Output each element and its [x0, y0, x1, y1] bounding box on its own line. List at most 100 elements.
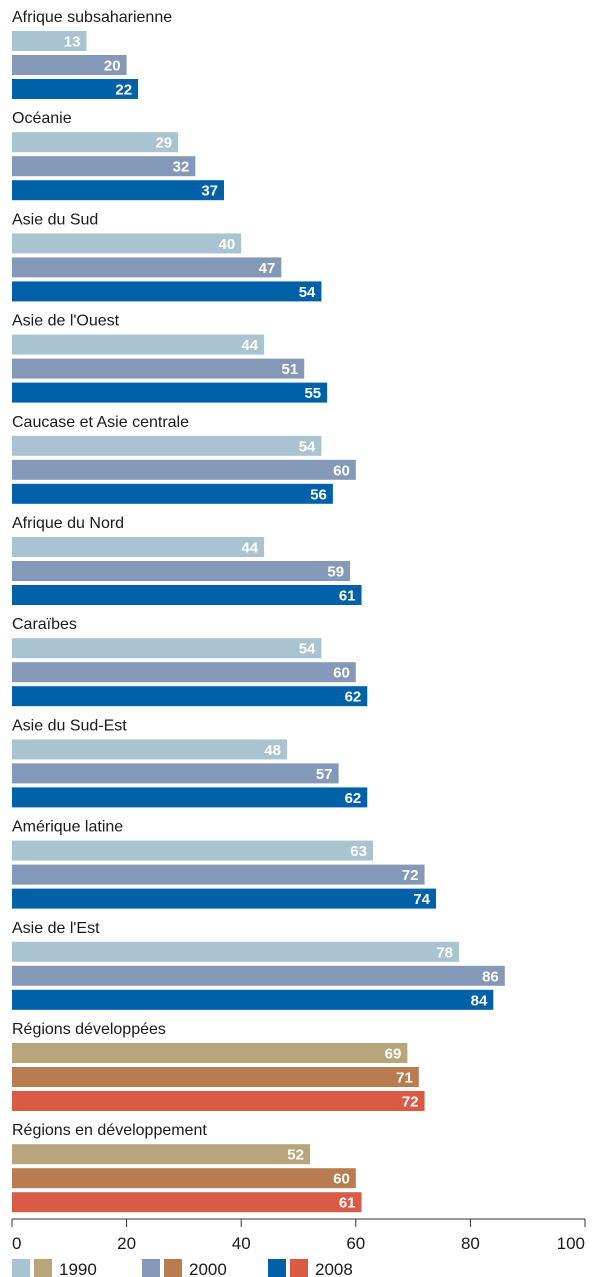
bar-group: Asie du Sud 40 47 54 — [12, 211, 322, 302]
x-tick-label: 40 — [232, 1234, 251, 1253]
bar-2000 — [12, 156, 196, 177]
bar-value-label: 20 — [104, 58, 121, 75]
bar-group: Caucase et Asie centrale 54 60 56 — [12, 414, 356, 504]
x-tick-label: 60 — [346, 1234, 365, 1253]
legend: 1990 2000 2008 — [12, 1259, 353, 1277]
group-label: Afrique du Nord — [12, 515, 124, 532]
bar-value-label: 86 — [482, 968, 499, 985]
bar-1990 — [12, 739, 288, 760]
bar-value-label: 71 — [396, 1070, 413, 1087]
bar-1990 — [12, 132, 179, 153]
bar-value-label: 63 — [350, 843, 367, 860]
legend-item-2000: 2000 — [142, 1259, 227, 1277]
bar-2000 — [12, 763, 339, 784]
bar-group: Afrique du Nord 44 59 61 — [12, 515, 362, 605]
bar-value-label: 54 — [299, 641, 316, 658]
group-label: Asie de l'Est — [12, 920, 100, 937]
bar-group: Asie du Sud-Est 48 57 62 — [12, 717, 368, 808]
bar-1990 — [12, 537, 265, 557]
bar-2000 — [12, 1067, 419, 1087]
legend-item-1990: 1990 — [12, 1259, 97, 1277]
x-tick-label: 80 — [461, 1234, 480, 1253]
bar-value-label: 37 — [201, 183, 218, 200]
bar-2008 — [12, 585, 362, 605]
bar-group: Caraïbes 54 60 62 — [12, 616, 368, 707]
bar-1990 — [12, 435, 322, 456]
group-label: Afrique subsaharienne — [12, 9, 172, 26]
legend-swatch-regions — [268, 1259, 286, 1277]
bar-value-label: 44 — [241, 540, 258, 557]
legend-swatch-regions — [12, 1259, 30, 1277]
bar-value-label: 72 — [402, 867, 419, 884]
x-tick-label: 0 — [12, 1234, 21, 1253]
bar-1990 — [12, 1043, 408, 1063]
bar-value-label: 56 — [310, 486, 327, 503]
bar-value-label: 61 — [339, 1195, 356, 1212]
group-label: Océanie — [12, 110, 72, 127]
bar-2008 — [12, 787, 368, 808]
x-axis-ticks: 0 20 40 60 80 100 — [11, 1219, 586, 1253]
bar-value-label: 69 — [385, 1046, 402, 1063]
bar-2008 — [12, 686, 368, 707]
group-label: Caraïbes — [12, 616, 77, 633]
bar-value-label: 55 — [304, 385, 321, 402]
legend-label: 2000 — [189, 1260, 227, 1277]
bar-value-label: 29 — [155, 135, 172, 152]
bar-2008 — [12, 180, 225, 201]
bar-value-label: 60 — [333, 1171, 350, 1188]
bar-value-label: 60 — [333, 665, 350, 682]
bar-2000 — [12, 965, 505, 986]
bar-value-label: 62 — [345, 790, 362, 807]
x-tick-label: 20 — [117, 1234, 136, 1253]
bar-value-label: 44 — [241, 337, 258, 354]
bar-1990 — [12, 334, 265, 355]
bar-1990 — [12, 638, 322, 659]
bar-2000 — [12, 55, 127, 75]
legend-label: 2008 — [315, 1260, 353, 1277]
group-label: Caucase et Asie centrale — [12, 414, 189, 431]
bar-1990 — [12, 1144, 310, 1165]
bar-2008 — [12, 1192, 362, 1213]
bar-2008 — [12, 483, 333, 504]
group-label: Asie du Sud-Est — [12, 717, 127, 734]
bar-2008 — [12, 888, 437, 909]
bar-1990 — [12, 941, 459, 962]
bar-2000 — [12, 459, 356, 480]
bar-2000 — [12, 561, 351, 581]
legend-label: 1990 — [59, 1260, 97, 1277]
bar-2000 — [12, 257, 282, 278]
bar-2008 — [12, 382, 328, 403]
bar-2008 — [12, 281, 322, 302]
bar-2008 — [12, 1091, 425, 1111]
bar-group: Asie de l'Est 78 86 84 — [12, 920, 505, 1010]
bar-value-label: 61 — [339, 588, 356, 605]
group-label: Asie du Sud — [12, 211, 98, 228]
legend-swatch-aggregates — [290, 1259, 308, 1277]
bar-value-label: 72 — [402, 1094, 419, 1111]
bar-value-label: 54 — [299, 284, 316, 301]
bar-group: Asie de l'Ouest 44 51 55 — [12, 313, 328, 403]
bar-value-label: 74 — [413, 891, 430, 908]
bar-value-label: 84 — [471, 992, 488, 1009]
bar-value-label: 54 — [299, 438, 316, 455]
bar-value-label: 52 — [287, 1147, 304, 1164]
bar-2008 — [12, 79, 139, 99]
bar-value-label: 32 — [173, 159, 190, 176]
bar-group: Afrique subsaharienne 13 20 22 — [12, 9, 172, 99]
bar-2000 — [12, 864, 425, 885]
bar-group: Régions développées 69 71 72 — [12, 1021, 425, 1111]
bar-2000 — [12, 662, 356, 683]
bar-value-label: 60 — [333, 462, 350, 479]
bar-value-label: 47 — [259, 260, 276, 277]
group-label: Asie de l'Ouest — [12, 313, 120, 330]
legend-swatch-regions — [142, 1259, 160, 1277]
bar-value-label: 51 — [282, 361, 299, 378]
bar-1990 — [12, 840, 373, 861]
bar-2008 — [12, 989, 494, 1010]
bar-2000 — [12, 1168, 356, 1189]
bar-2000 — [12, 358, 305, 379]
group-label: Amérique latine — [12, 819, 123, 836]
